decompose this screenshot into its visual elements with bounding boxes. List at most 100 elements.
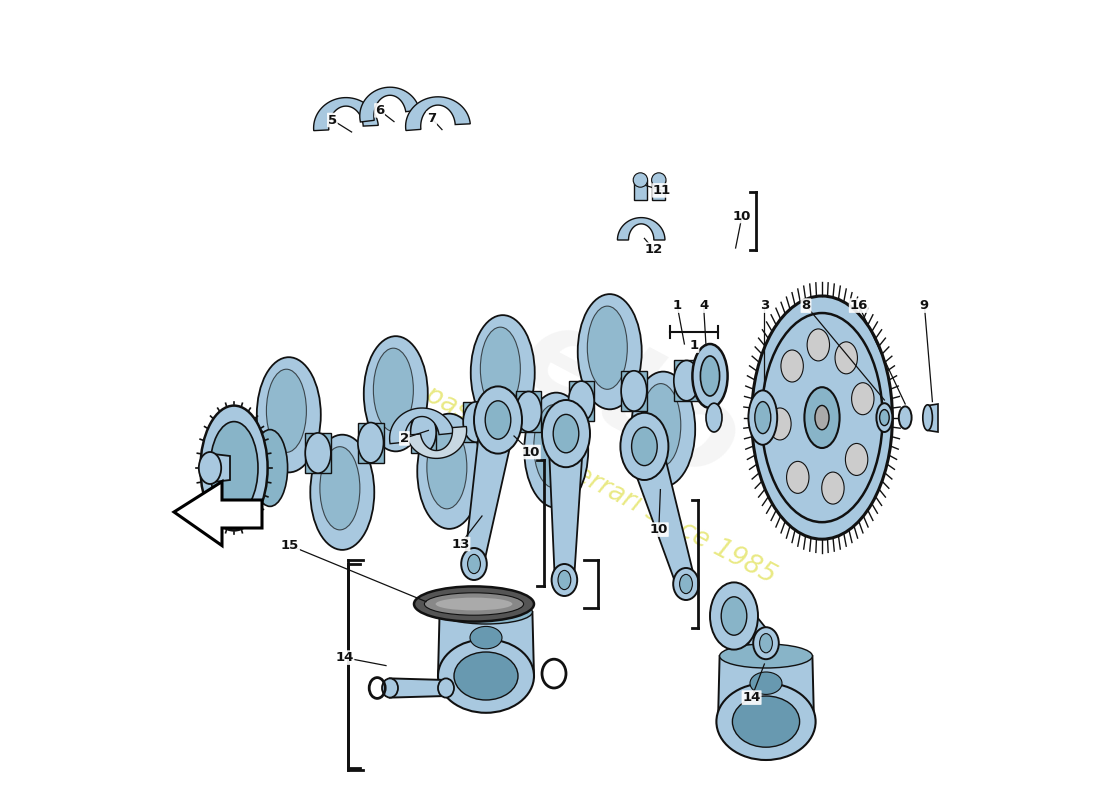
Text: 14: 14 [336,651,353,664]
Text: 9: 9 [920,299,929,312]
Ellipse shape [807,329,829,361]
Ellipse shape [760,634,772,653]
Polygon shape [723,602,772,650]
Ellipse shape [722,597,747,635]
Ellipse shape [470,626,502,649]
Ellipse shape [454,652,518,700]
Text: 5: 5 [328,114,337,126]
Ellipse shape [680,574,692,594]
Ellipse shape [551,564,578,596]
Ellipse shape [210,422,258,514]
Ellipse shape [877,403,892,432]
Polygon shape [210,454,230,482]
Text: 4: 4 [698,299,708,312]
Polygon shape [463,402,488,442]
Polygon shape [634,180,647,200]
Ellipse shape [673,568,698,600]
Text: 15: 15 [280,539,299,552]
Polygon shape [314,98,378,130]
Polygon shape [407,426,466,458]
Ellipse shape [256,357,321,472]
Ellipse shape [578,294,641,410]
Ellipse shape [641,384,681,467]
Ellipse shape [835,342,857,374]
Polygon shape [174,482,262,546]
Ellipse shape [631,371,695,486]
Ellipse shape [710,582,758,650]
Ellipse shape [427,426,466,509]
Polygon shape [360,87,419,122]
Ellipse shape [750,672,782,694]
Ellipse shape [880,410,889,426]
Ellipse shape [558,570,571,590]
Polygon shape [306,433,331,474]
Ellipse shape [631,427,657,466]
Ellipse shape [542,400,590,467]
Text: 2: 2 [399,432,409,445]
Ellipse shape [587,306,627,390]
Ellipse shape [754,627,779,659]
Ellipse shape [748,390,778,445]
Polygon shape [617,218,666,240]
Ellipse shape [463,402,488,442]
Ellipse shape [719,644,813,668]
Ellipse shape [899,406,912,429]
Ellipse shape [438,639,534,713]
Ellipse shape [373,348,414,431]
Ellipse shape [438,678,454,698]
Text: a passion for Ferrari since 1985: a passion for Ferrari since 1985 [399,370,781,590]
Text: 12: 12 [645,243,663,256]
Text: 10: 10 [521,446,540,458]
Polygon shape [718,656,814,722]
Ellipse shape [692,344,727,408]
Text: 1: 1 [672,299,682,312]
Ellipse shape [761,313,882,522]
Ellipse shape [781,350,803,382]
Text: 10: 10 [650,523,668,536]
Ellipse shape [468,554,481,574]
Text: 3: 3 [760,299,769,312]
Ellipse shape [846,443,868,475]
Ellipse shape [923,405,933,430]
Ellipse shape [716,683,815,760]
Ellipse shape [553,414,579,453]
Ellipse shape [569,381,594,422]
Text: 7: 7 [427,112,437,125]
Polygon shape [516,391,541,432]
Ellipse shape [620,413,669,480]
Text: 6: 6 [375,104,384,117]
Ellipse shape [733,696,800,747]
Ellipse shape [320,446,360,530]
Ellipse shape [634,173,648,187]
Ellipse shape [471,315,535,430]
Polygon shape [549,434,584,580]
Polygon shape [390,678,446,698]
Ellipse shape [701,356,719,396]
Polygon shape [628,442,695,586]
Ellipse shape [252,430,287,506]
Polygon shape [438,612,534,676]
Ellipse shape [822,472,844,504]
Ellipse shape [485,401,510,439]
Ellipse shape [534,405,574,488]
Ellipse shape [621,370,647,411]
Ellipse shape [440,600,532,624]
Text: 14: 14 [742,691,761,704]
Ellipse shape [410,412,436,453]
Polygon shape [253,443,278,483]
Text: eto: eto [499,293,760,507]
Ellipse shape [358,422,384,463]
Polygon shape [927,404,938,432]
Text: 1: 1 [690,339,698,352]
Ellipse shape [769,408,791,440]
Text: 10: 10 [733,210,751,222]
Polygon shape [358,422,384,463]
Polygon shape [674,361,700,401]
Ellipse shape [414,586,534,622]
Polygon shape [569,381,594,422]
Ellipse shape [481,327,520,410]
Ellipse shape [310,434,374,550]
Ellipse shape [851,382,874,414]
Ellipse shape [706,403,722,432]
Polygon shape [410,412,436,453]
